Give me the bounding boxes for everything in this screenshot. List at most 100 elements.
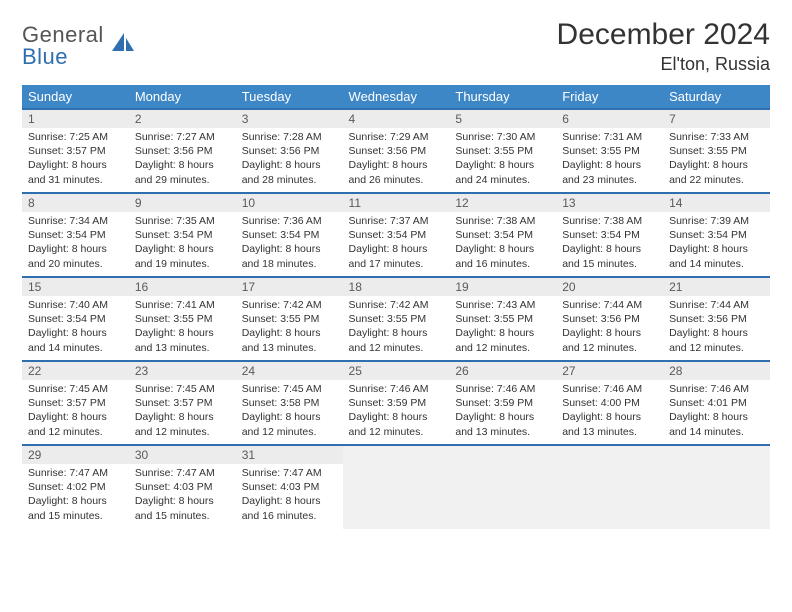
sunset-text: Sunset: 3:57 PM — [28, 144, 123, 158]
calendar-cell: 3Sunrise: 7:28 AMSunset: 3:56 PMDaylight… — [236, 109, 343, 193]
day-number: 14 — [663, 194, 770, 212]
calendar-cell: 19Sunrise: 7:43 AMSunset: 3:55 PMDayligh… — [449, 277, 556, 361]
calendar-row: 29Sunrise: 7:47 AMSunset: 4:02 PMDayligh… — [22, 445, 770, 529]
day-body: Sunrise: 7:40 AMSunset: 3:54 PMDaylight:… — [22, 296, 129, 359]
day-number: 24 — [236, 362, 343, 380]
daylight-text: and 18 minutes. — [242, 257, 337, 271]
daylight-text: Daylight: 8 hours — [135, 242, 230, 256]
daylight-text: Daylight: 8 hours — [242, 494, 337, 508]
day-number: 10 — [236, 194, 343, 212]
sunrise-text: Sunrise: 7:31 AM — [562, 130, 657, 144]
daylight-text: Daylight: 8 hours — [669, 158, 764, 172]
sunset-text: Sunset: 3:55 PM — [562, 144, 657, 158]
dow-row: SundayMondayTuesdayWednesdayThursdayFrid… — [22, 85, 770, 109]
day-body: Sunrise: 7:45 AMSunset: 3:58 PMDaylight:… — [236, 380, 343, 443]
sunrise-text: Sunrise: 7:35 AM — [135, 214, 230, 228]
sunset-text: Sunset: 3:55 PM — [242, 312, 337, 326]
calendar-table: SundayMondayTuesdayWednesdayThursdayFrid… — [22, 85, 770, 529]
daylight-text: Daylight: 8 hours — [349, 242, 444, 256]
daylight-text: and 12 minutes. — [242, 425, 337, 439]
daylight-text: and 13 minutes. — [135, 341, 230, 355]
sunrise-text: Sunrise: 7:45 AM — [242, 382, 337, 396]
daylight-text: Daylight: 8 hours — [135, 158, 230, 172]
daylight-text: Daylight: 8 hours — [242, 326, 337, 340]
calendar-cell: 15Sunrise: 7:40 AMSunset: 3:54 PMDayligh… — [22, 277, 129, 361]
daylight-text: Daylight: 8 hours — [242, 158, 337, 172]
daylight-text: Daylight: 8 hours — [242, 410, 337, 424]
day-body: Sunrise: 7:36 AMSunset: 3:54 PMDaylight:… — [236, 212, 343, 275]
brand-logo: General Blue — [22, 24, 136, 68]
daylight-text: and 15 minutes. — [28, 509, 123, 523]
day-body: Sunrise: 7:38 AMSunset: 3:54 PMDaylight:… — [449, 212, 556, 275]
day-number: 19 — [449, 278, 556, 296]
daylight-text: and 12 minutes. — [349, 425, 444, 439]
calendar-row: 15Sunrise: 7:40 AMSunset: 3:54 PMDayligh… — [22, 277, 770, 361]
calendar-row: 8Sunrise: 7:34 AMSunset: 3:54 PMDaylight… — [22, 193, 770, 277]
brand-bottom: Blue — [22, 44, 68, 69]
daylight-text: Daylight: 8 hours — [562, 410, 657, 424]
daylight-text: Daylight: 8 hours — [135, 494, 230, 508]
sunrise-text: Sunrise: 7:44 AM — [669, 298, 764, 312]
calendar-cell: 26Sunrise: 7:46 AMSunset: 3:59 PMDayligh… — [449, 361, 556, 445]
sunset-text: Sunset: 3:54 PM — [28, 312, 123, 326]
sunrise-text: Sunrise: 7:42 AM — [349, 298, 444, 312]
calendar-cell: 30Sunrise: 7:47 AMSunset: 4:03 PMDayligh… — [129, 445, 236, 529]
daylight-text: Daylight: 8 hours — [669, 326, 764, 340]
calendar-cell: 13Sunrise: 7:38 AMSunset: 3:54 PMDayligh… — [556, 193, 663, 277]
day-number: 23 — [129, 362, 236, 380]
daylight-text: and 14 minutes. — [669, 257, 764, 271]
dow-header: Thursday — [449, 85, 556, 109]
daylight-text: and 12 minutes. — [455, 341, 550, 355]
day-number: 7 — [663, 110, 770, 128]
day-body: Sunrise: 7:43 AMSunset: 3:55 PMDaylight:… — [449, 296, 556, 359]
calendar-cell: 4Sunrise: 7:29 AMSunset: 3:56 PMDaylight… — [343, 109, 450, 193]
sunset-text: Sunset: 4:03 PM — [242, 480, 337, 494]
sunrise-text: Sunrise: 7:41 AM — [135, 298, 230, 312]
daylight-text: Daylight: 8 hours — [349, 410, 444, 424]
day-body: Sunrise: 7:46 AMSunset: 4:00 PMDaylight:… — [556, 380, 663, 443]
day-number: 2 — [129, 110, 236, 128]
calendar-cell: 20Sunrise: 7:44 AMSunset: 3:56 PMDayligh… — [556, 277, 663, 361]
sunrise-text: Sunrise: 7:46 AM — [669, 382, 764, 396]
day-body: Sunrise: 7:33 AMSunset: 3:55 PMDaylight:… — [663, 128, 770, 191]
daylight-text: and 15 minutes. — [135, 509, 230, 523]
sunrise-text: Sunrise: 7:34 AM — [28, 214, 123, 228]
calendar-row: 1Sunrise: 7:25 AMSunset: 3:57 PMDaylight… — [22, 109, 770, 193]
calendar-cell: 2Sunrise: 7:27 AMSunset: 3:56 PMDaylight… — [129, 109, 236, 193]
day-number: 25 — [343, 362, 450, 380]
calendar-cell: 17Sunrise: 7:42 AMSunset: 3:55 PMDayligh… — [236, 277, 343, 361]
sunrise-text: Sunrise: 7:33 AM — [669, 130, 764, 144]
daylight-text: and 14 minutes. — [669, 425, 764, 439]
sunrise-text: Sunrise: 7:39 AM — [669, 214, 764, 228]
day-number: 6 — [556, 110, 663, 128]
day-body: Sunrise: 7:41 AMSunset: 3:55 PMDaylight:… — [129, 296, 236, 359]
sunrise-text: Sunrise: 7:47 AM — [28, 466, 123, 480]
sunset-text: Sunset: 3:54 PM — [242, 228, 337, 242]
page-title: December 2024 — [557, 18, 770, 52]
daylight-text: and 23 minutes. — [562, 173, 657, 187]
daylight-text: and 16 minutes. — [455, 257, 550, 271]
calendar-cell — [449, 445, 556, 529]
calendar-cell: 10Sunrise: 7:36 AMSunset: 3:54 PMDayligh… — [236, 193, 343, 277]
sunset-text: Sunset: 3:54 PM — [455, 228, 550, 242]
day-body: Sunrise: 7:25 AMSunset: 3:57 PMDaylight:… — [22, 128, 129, 191]
day-number: 17 — [236, 278, 343, 296]
day-body: Sunrise: 7:47 AMSunset: 4:03 PMDaylight:… — [129, 464, 236, 527]
day-body: Sunrise: 7:47 AMSunset: 4:02 PMDaylight:… — [22, 464, 129, 527]
day-body: Sunrise: 7:31 AMSunset: 3:55 PMDaylight:… — [556, 128, 663, 191]
day-number: 1 — [22, 110, 129, 128]
sunset-text: Sunset: 3:54 PM — [135, 228, 230, 242]
sunrise-text: Sunrise: 7:43 AM — [455, 298, 550, 312]
sunrise-text: Sunrise: 7:46 AM — [562, 382, 657, 396]
daylight-text: and 28 minutes. — [242, 173, 337, 187]
day-body: Sunrise: 7:27 AMSunset: 3:56 PMDaylight:… — [129, 128, 236, 191]
sunset-text: Sunset: 3:56 PM — [669, 312, 764, 326]
daylight-text: and 13 minutes. — [455, 425, 550, 439]
daylight-text: and 12 minutes. — [349, 341, 444, 355]
calendar-cell: 14Sunrise: 7:39 AMSunset: 3:54 PMDayligh… — [663, 193, 770, 277]
calendar-cell: 16Sunrise: 7:41 AMSunset: 3:55 PMDayligh… — [129, 277, 236, 361]
calendar-cell: 18Sunrise: 7:42 AMSunset: 3:55 PMDayligh… — [343, 277, 450, 361]
sunset-text: Sunset: 3:59 PM — [455, 396, 550, 410]
sunset-text: Sunset: 3:55 PM — [455, 144, 550, 158]
daylight-text: and 12 minutes. — [28, 425, 123, 439]
